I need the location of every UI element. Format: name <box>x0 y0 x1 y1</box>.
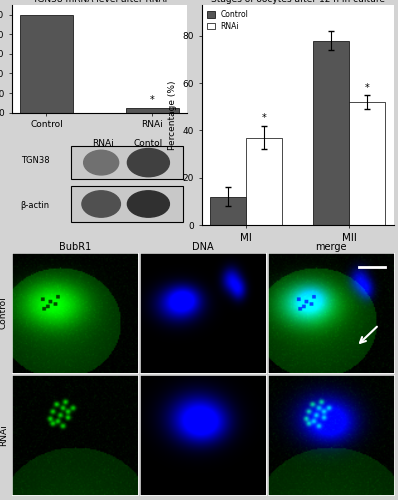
Ellipse shape <box>127 191 170 217</box>
Text: *: * <box>365 82 370 92</box>
Text: *: * <box>262 114 267 124</box>
Bar <box>313 40 349 225</box>
Bar <box>71 186 183 222</box>
Text: *: * <box>150 95 155 105</box>
Y-axis label: Percentage (%): Percentage (%) <box>168 80 177 150</box>
Title: DNA: DNA <box>192 242 214 252</box>
Text: TGN38: TGN38 <box>21 156 49 166</box>
Bar <box>126 108 179 112</box>
Text: Contol: Contol <box>134 139 163 148</box>
Bar <box>246 138 282 225</box>
Bar <box>20 15 73 112</box>
Bar <box>210 196 246 225</box>
Text: β-actin: β-actin <box>21 202 50 210</box>
Title: merge: merge <box>316 242 347 252</box>
Ellipse shape <box>127 148 170 176</box>
Ellipse shape <box>82 191 121 217</box>
Y-axis label: RNAi: RNAi <box>0 424 8 446</box>
Bar <box>349 102 385 225</box>
Text: C: C <box>163 0 176 1</box>
Y-axis label: Control: Control <box>0 296 8 329</box>
Title: Stages of oocytes after 12 h in culture: Stages of oocytes after 12 h in culture <box>211 0 385 4</box>
Bar <box>71 146 183 180</box>
Ellipse shape <box>84 150 119 175</box>
Title: TGN38 mRNA level after RNAi: TGN38 mRNA level after RNAi <box>32 0 167 4</box>
Text: RNAi: RNAi <box>92 139 114 148</box>
Legend: Control, RNAi: Control, RNAi <box>205 9 250 32</box>
Title: BubR1: BubR1 <box>59 242 91 252</box>
